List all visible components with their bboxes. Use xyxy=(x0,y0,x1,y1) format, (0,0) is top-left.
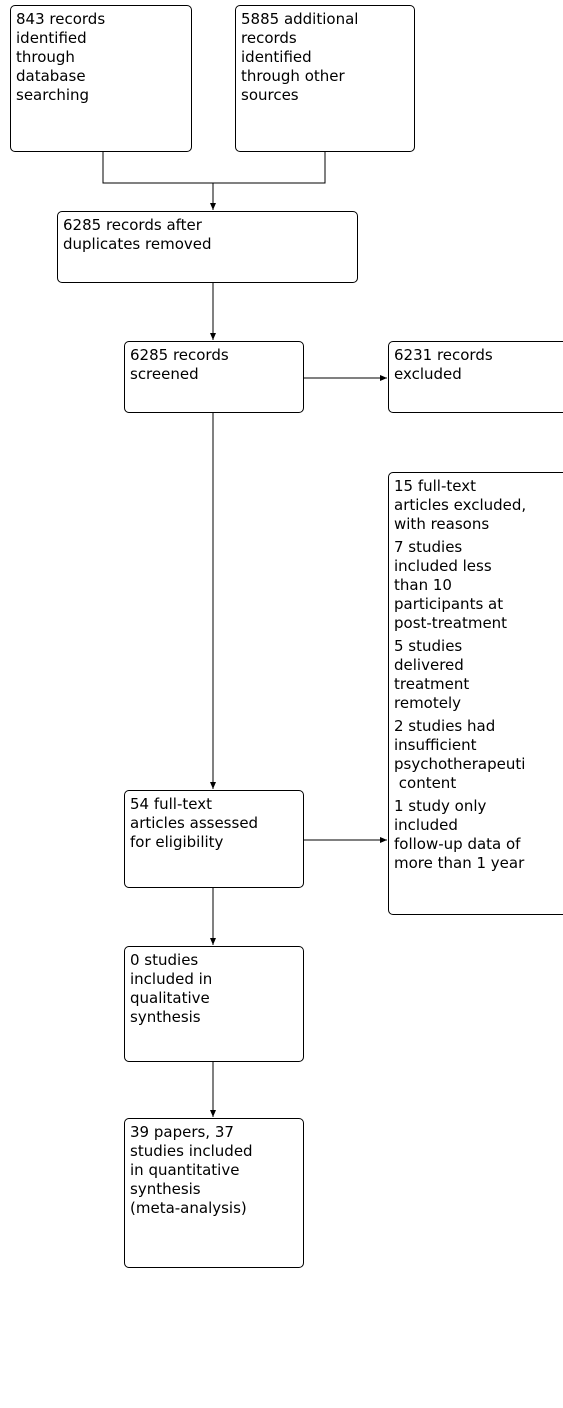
reason-paragraph: 5 studies delivered treatment remotely xyxy=(394,637,563,713)
box-text-line: content xyxy=(394,774,457,792)
box-text-line: 6285 records after xyxy=(63,216,202,234)
box-text-line: 6285 records xyxy=(130,346,229,364)
flow-box: 39 papers, 37 studies included in quantita… xyxy=(124,1118,304,1268)
box-text-line: follow-up data of xyxy=(394,835,521,853)
box-text-line: sources xyxy=(241,86,299,104)
flow-box: 6231 records excluded xyxy=(388,341,563,413)
reason-paragraph: 15 full-text articles excluded, with reaso… xyxy=(394,477,563,534)
box-text-line: 0 studies xyxy=(130,951,199,969)
box-text-line: treatment xyxy=(394,675,470,693)
box-text-line: 1 study only xyxy=(394,797,487,815)
box-text-line: psychotherapeuti xyxy=(394,755,526,773)
box-text-line: database xyxy=(16,67,86,85)
box-text-line: included less xyxy=(394,557,492,575)
box-text-line: duplicates removed xyxy=(63,235,212,253)
box-text-line: through xyxy=(16,48,75,66)
box-text-line: 54 full-text xyxy=(130,795,212,813)
reason-paragraph: 2 studies had insufficient psychotherapeut… xyxy=(394,717,563,793)
box-text-line: included xyxy=(394,816,458,834)
box-text-line: included in xyxy=(130,970,213,988)
box-text-line: (meta-analysis) xyxy=(130,1199,247,1217)
box-text-line: than 10 xyxy=(394,576,452,594)
box-text-line: synthesis xyxy=(130,1180,201,1198)
box-text-line: more than 1 year xyxy=(394,854,525,872)
box-text-line: articles assessed xyxy=(130,814,259,832)
flow-box: 54 full-text articles assessed for eligibi… xyxy=(124,790,304,888)
box-text-line: excluded xyxy=(394,365,462,383)
reason-paragraph: 7 studies included less than 10 participant… xyxy=(394,538,563,633)
box-text-line: articles excluded, xyxy=(394,496,527,514)
flow-box: 6285 records screened xyxy=(124,341,304,413)
box-text-line: qualitative xyxy=(130,989,210,1007)
box-text-line: participants at xyxy=(394,595,504,613)
box-text-line: synthesis xyxy=(130,1008,201,1026)
box-text-line: for eligibility xyxy=(130,833,224,851)
box-text-line: in quantitative xyxy=(130,1161,240,1179)
flow-box: 6285 records after duplicates removed xyxy=(57,211,358,283)
box-text-line: with reasons xyxy=(394,515,490,533)
box-text-line: identified xyxy=(16,29,87,47)
box-text-line: screened xyxy=(130,365,199,383)
box-text-line: 15 full-text xyxy=(394,477,476,495)
box-text-line: studies included xyxy=(130,1142,253,1160)
box-text-line: through other xyxy=(241,67,345,85)
box-text-line: insufficient xyxy=(394,736,477,754)
flow-box: 15 full-text articles excluded, with reaso… xyxy=(388,472,563,915)
box-text-line: 843 records xyxy=(16,10,106,28)
flow-box: 843 records identified through database sear… xyxy=(10,5,192,152)
flow-box: 5885 additional records identified through … xyxy=(235,5,415,152)
box-text-line: 5885 additional xyxy=(241,10,359,28)
box-text-line: searching xyxy=(16,86,90,104)
reason-paragraph: 1 study only included follow-up data of mor… xyxy=(394,797,563,873)
box-text-line: post-treatment xyxy=(394,614,508,632)
box-text-line: delivered xyxy=(394,656,464,674)
merge-line xyxy=(102,152,326,184)
box-text-line: 5 studies xyxy=(394,637,463,655)
flow-box: 0 studies included in qualitative synthesis xyxy=(124,946,304,1062)
box-text-line: 39 papers, 37 xyxy=(130,1123,234,1141)
box-text-line: 6231 records xyxy=(394,346,493,364)
box-text-line: 7 studies xyxy=(394,538,463,556)
box-text-line: 2 studies had xyxy=(394,717,496,735)
box-text-line: records xyxy=(241,29,297,47)
box-text-line: remotely xyxy=(394,694,462,712)
box-text-line: identified xyxy=(241,48,312,66)
